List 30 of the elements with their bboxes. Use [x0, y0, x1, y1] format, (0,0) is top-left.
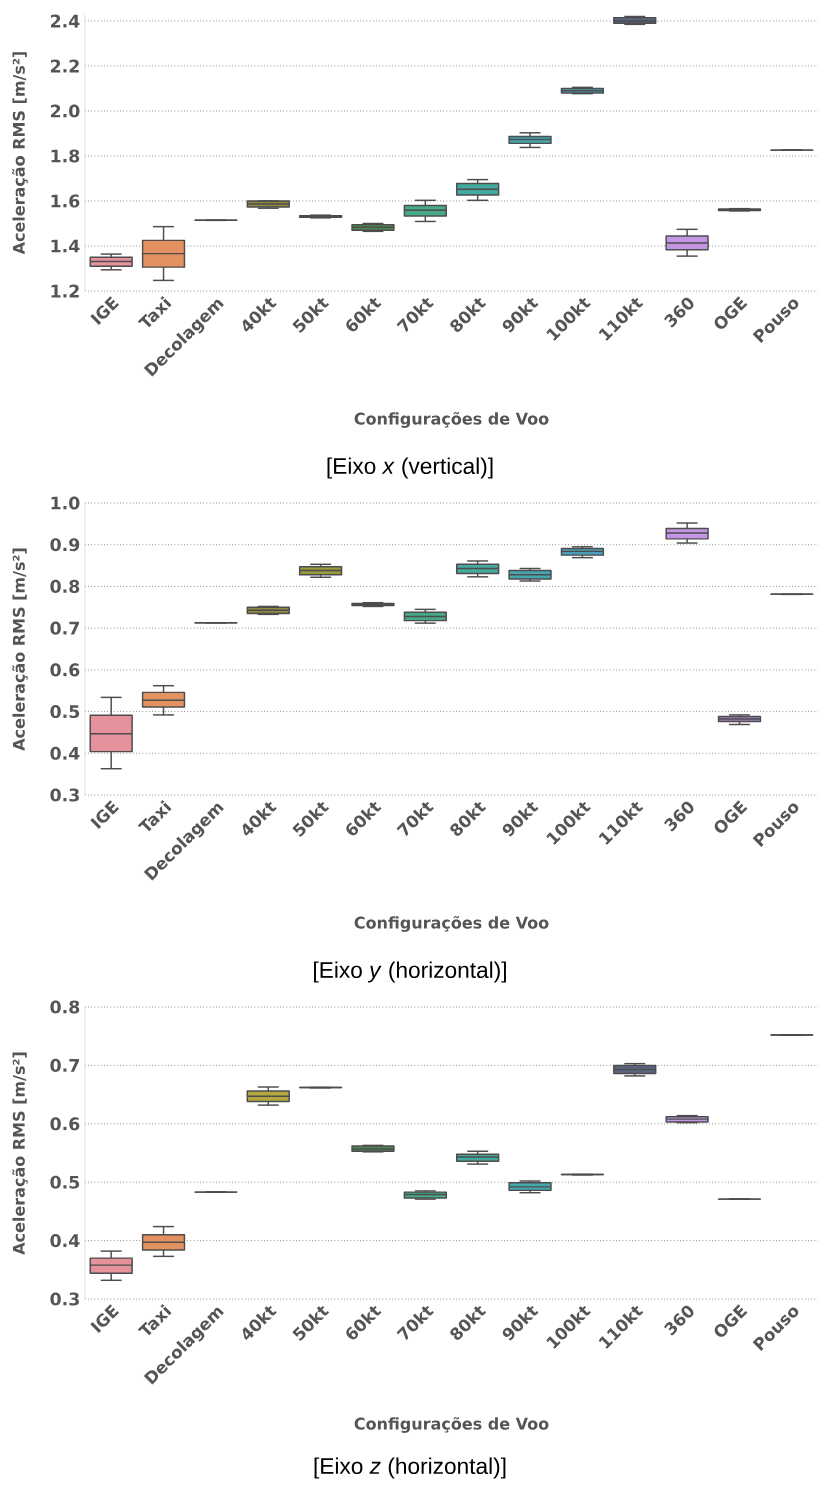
y-axis-title: Aceleração RMS [m/s²]: [12, 52, 28, 255]
y-tick-label: 0.6: [50, 663, 80, 677]
y-tick-label: 0.8: [50, 1000, 80, 1014]
y-tick-label: 0.3: [50, 1292, 79, 1306]
y-tick-label: 1.4: [51, 239, 80, 253]
y-tick-label: 0.7: [50, 1058, 79, 1072]
y-tick-label: 0.9: [50, 538, 80, 552]
y-tick-label: 1.8: [51, 149, 80, 163]
y-tick-label: 1.2: [51, 284, 79, 298]
text: [Eixo y (horizontal)]: [314, 961, 506, 983]
y-tick-label: 2.0: [50, 104, 80, 118]
x-axis-title: Configurações de Voo: [354, 1417, 549, 1433]
x-axis-title: Configurações de Voo: [354, 916, 549, 932]
y-axis-title: Aceleração RMS [m/s²]: [12, 1052, 28, 1255]
y-tick-label: 2.2: [50, 59, 79, 73]
y-tick-label: 0.7: [50, 621, 79, 635]
y-tick-label: 0.3: [50, 788, 79, 802]
y-tick-label: 2.4: [50, 14, 80, 28]
text: [Eixo x (vertical)]: [327, 457, 493, 479]
y-tick-label: 0.6: [50, 1117, 80, 1131]
text: [Eixo z (horizontal)]: [314, 1457, 506, 1479]
y-tick-label: 0.5: [50, 705, 80, 719]
y-axis-title: Aceleração RMS [m/s²]: [12, 548, 28, 751]
y-tick-label: 0.8: [50, 579, 80, 593]
y-tick-label: 0.4: [50, 746, 80, 760]
x-axis-title: Configurações de Voo: [354, 412, 549, 428]
y-tick-label: 1.6: [51, 194, 80, 208]
y-tick-label: 0.5: [50, 1175, 80, 1189]
y-tick-label: 1.0: [51, 496, 80, 510]
y-tick-label: 0.4: [50, 1234, 80, 1248]
